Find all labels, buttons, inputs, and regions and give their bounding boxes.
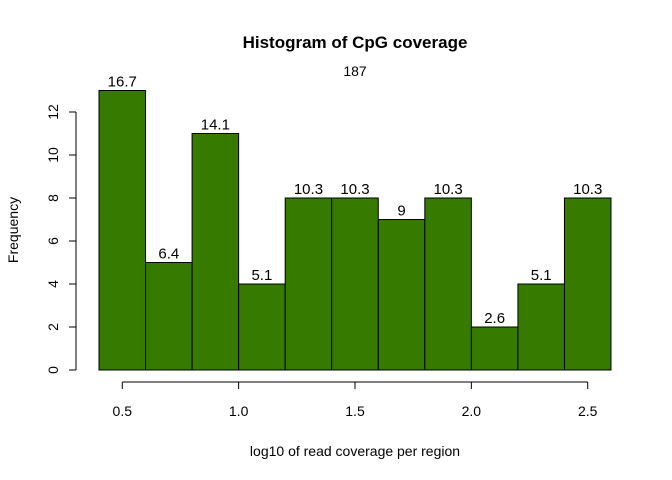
- y-tick-label: 12: [45, 104, 61, 120]
- chart-title: Histogram of CpG coverage: [243, 33, 468, 52]
- bar-data-label: 14.1: [201, 117, 230, 134]
- x-axis-label: log10 of read coverage per region: [250, 443, 460, 459]
- histogram-bar: [191, 133, 240, 371]
- histogram-bar: [563, 197, 612, 371]
- histogram-bar: [517, 283, 565, 371]
- bar-data-label: 2.6: [484, 310, 505, 327]
- y-tick-label: 8: [45, 194, 61, 202]
- x-tick-label: 2.0: [462, 403, 482, 419]
- bar-data-label: 5.1: [251, 267, 272, 284]
- x-tick-label: 2.5: [578, 403, 598, 419]
- bar-data-label: 9: [397, 203, 405, 220]
- histogram-bar: [377, 219, 426, 371]
- histogram-bar: [145, 262, 193, 371]
- y-tick-label: 4: [45, 280, 61, 288]
- y-tick-label: 2: [45, 323, 61, 331]
- histogram-bar: [284, 197, 333, 371]
- y-tick-label: 10: [45, 147, 61, 163]
- histogram-bar: [470, 326, 519, 371]
- bar-data-label: 16.7: [108, 74, 137, 91]
- histogram-bar: [238, 283, 286, 371]
- histogram-bar: [424, 197, 472, 371]
- bar-data-label: 10.3: [573, 181, 602, 198]
- bars-group: [98, 90, 612, 371]
- y-tick-label: 6: [45, 237, 61, 245]
- histogram-bar: [331, 197, 379, 371]
- bar-data-label: 10.3: [294, 181, 323, 198]
- x-axis: 0.5 1.0 1.5 2.0 2.5: [113, 381, 598, 419]
- y-tick-label: 0: [45, 366, 61, 374]
- bar-data-label: 5.1: [531, 267, 552, 284]
- bar-data-label: 6.4: [158, 246, 179, 263]
- bar-labels-group: 16.7 6.4 14.1 5.1 10.3 10.3 9 10.3 2.6 5.1 10.3: [108, 74, 603, 328]
- histogram-bar: [98, 90, 147, 371]
- x-tick-label: 1.0: [229, 403, 249, 419]
- bar-data-label: 10.3: [433, 181, 462, 198]
- x-tick-label: 1.5: [345, 403, 365, 419]
- bar-data-label: 10.3: [340, 181, 369, 198]
- chart-subtitle: 187: [343, 63, 367, 79]
- y-axis-label: Frequency: [5, 197, 21, 263]
- y-axis: 0 2 4 6 8 10 12: [45, 104, 77, 374]
- x-tick-label: 0.5: [113, 403, 133, 419]
